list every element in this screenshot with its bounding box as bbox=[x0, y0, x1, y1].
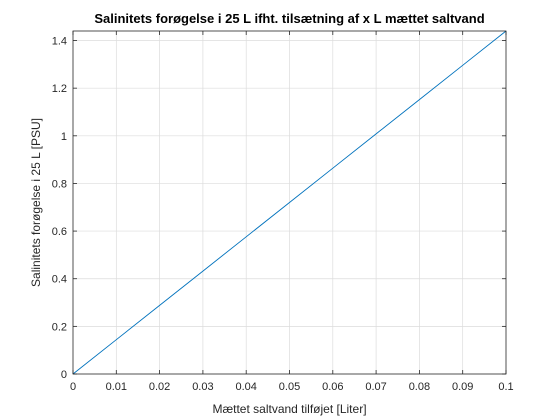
y-gridlines bbox=[73, 40, 506, 327]
y-tick-label: 0.6 bbox=[52, 226, 67, 238]
series-layer bbox=[72, 30, 507, 375]
chart-title: Salinitets forøgelse i 25 L ifht. tilsæt… bbox=[94, 11, 484, 26]
x-tick-label: 0.05 bbox=[279, 381, 300, 393]
x-tick-label: 0.09 bbox=[452, 381, 473, 393]
x-tick-label: 0.01 bbox=[106, 381, 127, 393]
x-tick-label: 0 bbox=[70, 381, 76, 393]
y-tick-label: 0 bbox=[61, 369, 67, 381]
x-tick-label: 0.08 bbox=[409, 381, 430, 393]
x-axis-label: Mættet saltvand tilføjet [Liter] bbox=[212, 402, 366, 416]
y-tick-label: 1 bbox=[61, 131, 67, 143]
x-tick-label: 0.1 bbox=[498, 381, 513, 393]
y-tick-label: 0.8 bbox=[52, 178, 67, 190]
y-ticks: 0 0.2 0.4 0.6 0.8 1 1.2 1.4 bbox=[52, 36, 506, 381]
y-tick-label: 0.4 bbox=[52, 274, 67, 286]
y-tick-label: 1.4 bbox=[52, 36, 67, 48]
y-tick-label: 1.2 bbox=[52, 83, 67, 95]
x-ticks: 0 0.01 0.02 0.03 0.04 0.05 0.06 0.07 0.08 0.09 0.1 bbox=[70, 31, 514, 393]
x-tick-label: 0.03 bbox=[192, 381, 213, 393]
y-tick-label: 0.2 bbox=[52, 321, 67, 333]
x-tick-label: 0.06 bbox=[322, 381, 343, 393]
y-axis-label: Salinitets forøgelse i 25 L [PSU] bbox=[29, 118, 43, 287]
x-tick-label: 0.04 bbox=[235, 381, 256, 393]
series-line bbox=[72, 30, 507, 375]
x-tick-label: 0.02 bbox=[149, 381, 170, 393]
x-tick-label: 0.07 bbox=[365, 381, 386, 393]
